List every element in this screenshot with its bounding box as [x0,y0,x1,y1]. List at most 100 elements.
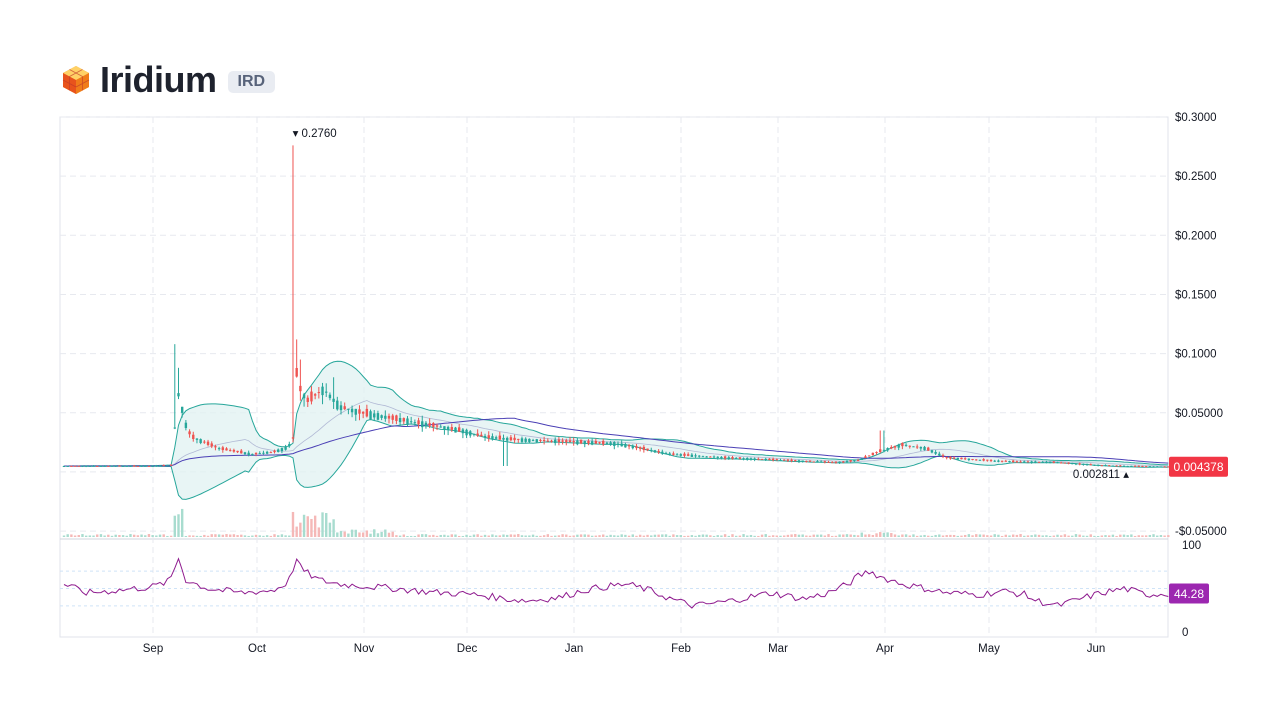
candle-body [1137,465,1140,467]
candle-body [650,449,653,451]
volume-bar [1082,535,1085,537]
volume-bar [1152,534,1155,537]
candle-body [387,415,391,419]
chart-axes: $0.3000 $0.2500 $0.2000 $0.1500 $0.1000 $0.05… [143,112,1227,655]
volume-bar [66,534,69,537]
candle-body [1141,465,1144,467]
volume-bar [749,534,753,537]
candle-body [1008,460,1011,463]
candle-body [1108,465,1111,467]
bollinger-bands [64,360,1169,500]
volume-bar [897,535,900,537]
time-tick-label: Sep [143,643,163,655]
candle-body [107,465,110,467]
candle-body [742,458,745,460]
candle-body [594,440,598,444]
candle-body [982,459,985,461]
candle-body [627,445,631,447]
candle-body [1026,461,1030,463]
candle-body [524,438,527,442]
volume-bar [893,534,897,537]
volume-bar [402,534,405,537]
volume-bar [1133,535,1137,537]
candle-body [1133,465,1137,467]
time-tick-label: Apr [876,643,894,655]
candle-body [668,453,671,455]
volume-bar [313,515,317,537]
candle-body [1067,462,1070,464]
candle-body [1089,464,1092,466]
candle-body [280,448,284,452]
candle-body [831,462,834,464]
candle-body [786,459,790,461]
candle-body [1096,464,1100,466]
candle-body [177,393,180,397]
volume-bar [723,534,727,537]
volume-bar [491,534,494,537]
volume-bar [162,534,165,537]
volume-bar [70,534,73,537]
candle-body [1015,461,1019,463]
candle-body [1144,466,1148,468]
candle-body [893,445,897,448]
candle-body [158,465,162,467]
candle-body [694,455,697,457]
volume-bar [199,535,202,537]
volume-bar [147,534,151,537]
candle-body [723,456,727,459]
volume-bar [1037,534,1041,537]
candle-body [1082,463,1085,465]
candle-body [1063,462,1067,464]
candle-body [1126,466,1129,468]
volume-bar [251,535,254,537]
candle-body [465,429,468,436]
volume-bar [668,535,671,537]
candle-body [908,445,911,447]
candle-body [73,465,77,467]
volume-bar [797,534,801,537]
volume-bar [919,535,923,537]
volume-bar [509,534,513,537]
volume-bar [476,534,479,537]
candle-body [225,448,228,451]
volume-bar [132,534,136,537]
volume-bar [650,535,653,537]
volume-bar [328,522,332,537]
candle-body [919,446,923,449]
volume-bar [1137,535,1140,537]
candle-body [845,461,849,463]
candle-body [254,452,258,455]
volume-bar [173,515,176,537]
candle-body [151,465,154,467]
candle-body [81,465,84,467]
time-tick-label: Jun [1087,643,1106,655]
candle-body [605,442,609,444]
volume-bar [631,534,634,537]
volume-bar [805,535,808,537]
candle-body [1130,465,1133,467]
candle-body [391,415,394,420]
volume-bar [997,534,1000,537]
candle-body [812,461,815,463]
volume-bar [602,534,605,537]
moving-average-line [64,417,1169,467]
candle-body [646,448,649,451]
volume-bar [686,535,690,537]
candle-body [110,465,114,467]
candle-body [849,460,852,462]
candle-body [103,465,106,467]
volume-bar [1026,535,1030,537]
volume-bar [757,535,760,537]
volume-bar [214,534,217,537]
volume-bar [860,532,863,537]
volume-bar [971,535,974,537]
volume-bar [587,534,590,537]
candle-body [609,442,612,445]
volume-bar [361,532,365,537]
candle-body [886,448,889,451]
volume-bar [450,534,453,537]
bollinger-lower [64,418,1169,500]
volume-bar [398,535,402,537]
candle-body [546,440,550,442]
